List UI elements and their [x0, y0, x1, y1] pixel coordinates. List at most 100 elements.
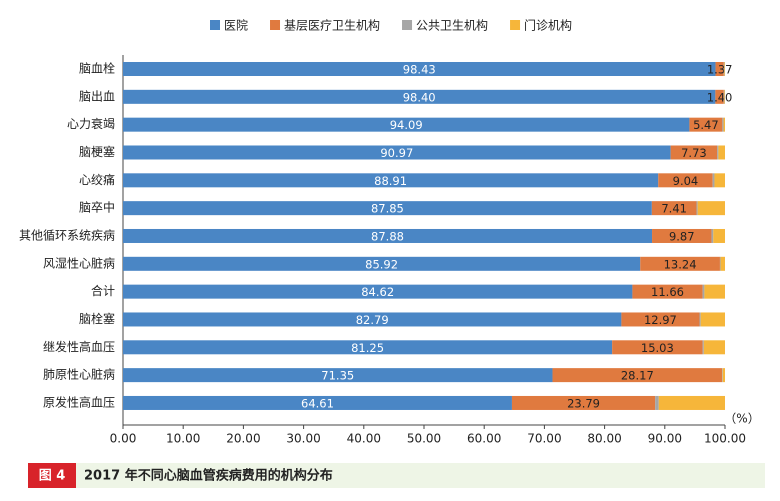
value-label: 13.24	[664, 257, 697, 271]
bar-segment	[714, 173, 725, 188]
x-tick-label: 100.00	[704, 432, 746, 446]
value-label: 88.91	[374, 174, 407, 188]
bar-segment	[123, 62, 716, 76]
category-label: 脑血栓	[79, 61, 115, 76]
bar-segment	[723, 62, 725, 76]
bar-segment	[720, 256, 725, 271]
bar-segment	[699, 312, 701, 327]
category-label: 脑梗塞	[79, 144, 115, 159]
bar-segment	[123, 256, 641, 271]
bar-segment	[658, 173, 713, 188]
bar-segment	[123, 368, 553, 383]
bar-segment	[689, 117, 723, 132]
x-tick-label: 80.00	[587, 432, 621, 446]
bar-segment	[670, 145, 718, 160]
legend-label: 公共卫生机构	[416, 18, 488, 33]
value-label: 1.37	[707, 63, 733, 77]
bar-segment	[123, 89, 716, 104]
bar-segment	[655, 395, 659, 410]
bar-segment	[722, 368, 725, 383]
value-label: 85.92	[365, 257, 398, 271]
x-tick-label: 40.00	[347, 432, 381, 446]
bar-segment	[552, 368, 723, 383]
value-label: 98.40	[403, 90, 436, 104]
value-label: 7.73	[681, 146, 707, 160]
value-label: 81.25	[351, 341, 384, 355]
bar-segment	[640, 256, 720, 271]
bar-segment	[715, 62, 724, 76]
bar-segment	[651, 201, 697, 216]
category-label: 其他循环系统疾病	[19, 227, 115, 242]
bar-segment	[722, 117, 724, 132]
bar-segment	[123, 117, 690, 132]
value-label: 7.41	[661, 202, 687, 216]
bar-segment	[696, 201, 698, 216]
value-label: 98.43	[403, 63, 436, 77]
bar-segment	[697, 201, 725, 216]
bar-segment	[718, 145, 725, 160]
x-tick-label: 60.00	[467, 432, 501, 446]
bar-segment	[123, 284, 633, 299]
category-label: 脑出血	[79, 89, 115, 103]
bar-segment	[621, 312, 700, 327]
bar-segment	[612, 340, 703, 355]
value-label: 9.04	[673, 174, 699, 188]
value-label: 5.47	[693, 118, 719, 132]
category-label: 风湿性心脏病	[43, 255, 115, 270]
bar-segment	[700, 312, 725, 327]
x-tick-label: 90.00	[648, 432, 682, 446]
value-label: 9.87	[669, 229, 695, 243]
legend-swatch	[270, 20, 281, 30]
bar-segment	[724, 62, 725, 76]
value-label: 28.17	[621, 369, 654, 383]
value-label: 1.40	[707, 90, 733, 104]
legend-swatch	[510, 20, 521, 30]
bar-segment	[702, 340, 704, 355]
figure-label: 图 4	[39, 469, 66, 484]
bar-segment	[652, 228, 712, 243]
caption-band	[28, 463, 765, 488]
value-label: 94.09	[390, 118, 423, 132]
value-label: 82.79	[356, 313, 389, 327]
bar-segment	[511, 395, 656, 410]
x-tick-label: 20.00	[226, 432, 260, 446]
value-label: 87.88	[371, 229, 404, 243]
bar-segment	[123, 312, 622, 327]
value-label: 12.97	[644, 313, 677, 327]
legend-swatch	[210, 20, 220, 30]
category-label: 继发性高血压	[43, 339, 115, 354]
bar-segment	[702, 284, 705, 299]
bar-segment	[712, 173, 715, 188]
legend-swatch	[402, 20, 413, 30]
bar-segment	[658, 395, 725, 410]
value-label: 87.85	[371, 202, 404, 216]
bar-segment	[723, 89, 725, 104]
bar-segment	[703, 340, 725, 355]
legend-label: 医院	[224, 19, 248, 33]
category-label: 合计	[91, 283, 115, 298]
bar-segment	[632, 284, 703, 299]
x-tick-label: 70.00	[527, 432, 561, 446]
bar-segment	[723, 117, 725, 132]
bar-segment	[123, 145, 671, 160]
bar-segment	[704, 284, 725, 299]
chart-title: 2017 年不同心脑血管疾病费用的机构分布	[84, 468, 333, 484]
bar-segment	[715, 89, 724, 104]
bar-segment	[717, 145, 719, 160]
legend-label: 门诊机构	[524, 18, 572, 33]
bar-segment	[722, 368, 723, 383]
bar-segment	[724, 89, 725, 104]
x-tick-label: 10.00	[166, 432, 200, 446]
bar-segment	[123, 228, 653, 243]
bar-segment	[123, 340, 613, 355]
category-label: 脑栓塞	[79, 311, 115, 326]
x-tick-label: 0.00	[110, 432, 137, 446]
category-label: 脑卒中	[79, 200, 115, 215]
category-label: 肺原性心脏病	[43, 367, 115, 382]
value-label: 15.03	[641, 341, 674, 355]
value-label: 64.61	[301, 396, 334, 410]
x-tick-label: 30.00	[286, 432, 320, 446]
bar-segment	[713, 228, 725, 243]
value-label: 90.97	[380, 146, 413, 160]
